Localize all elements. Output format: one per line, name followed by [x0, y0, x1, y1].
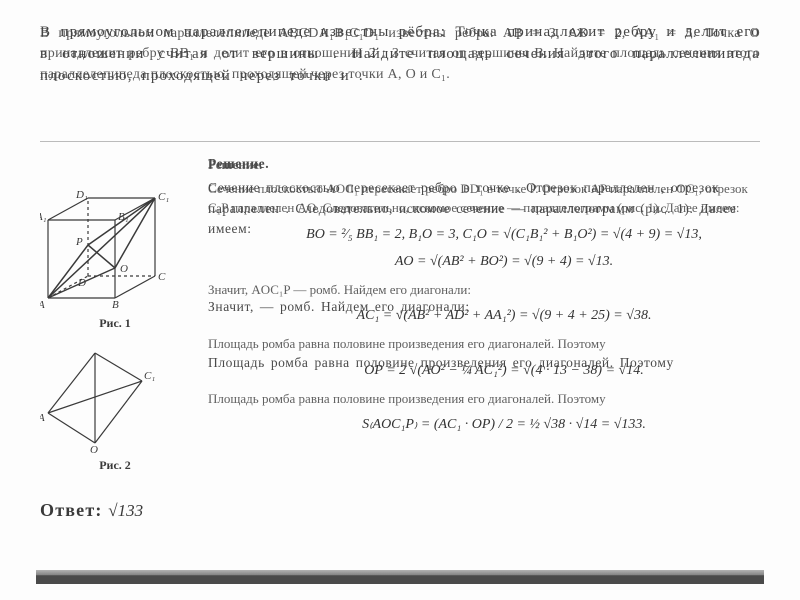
svg-text:P: P [75, 236, 83, 248]
answer-label: Ответ: [40, 500, 103, 520]
formula-4: S₍AOC₁P₎ = (AC₁ · OP) / 2 = ½ √38 · √14 … [248, 414, 760, 435]
figure-2: A O C₁ P [40, 351, 155, 456]
svg-text:P: P [89, 351, 97, 354]
svg-text:O: O [90, 444, 98, 456]
answer-line: Ответ: √133 [40, 500, 143, 521]
svg-text:A: A [40, 412, 45, 424]
solution-p2-front: Значит, — ромб. Найдем его диагонали: [208, 297, 760, 317]
solution-p4: Площадь ромба равна половине произведени… [208, 389, 760, 409]
svg-text:C₁: C₁ [144, 370, 155, 382]
figures-column: A B C D A₁ B₁ C₁ D₁ O P Рис. 1 A O C₁ P Рис. 2 [40, 154, 190, 473]
svg-text:D: D [77, 277, 86, 289]
answer-value: √133 [108, 501, 143, 520]
svg-text:B₁: B₁ [118, 211, 129, 223]
svg-text:C₁: C₁ [158, 191, 169, 203]
footer-bar [36, 570, 764, 584]
solution-title-front: Решение. [208, 154, 760, 174]
svg-text:C: C [158, 271, 166, 283]
problem-statement: В прямоугольном параллелепипеде ABCDA₁B₁… [40, 22, 760, 142]
svg-text:B: B [112, 299, 119, 311]
solution-p1-front: Сечение плоскостью пересекает ребро в то… [208, 178, 760, 239]
figure-2-label: Рис. 2 [40, 458, 190, 473]
svg-text:A: A [40, 299, 45, 311]
solution-p3-front: Площадь ромба равна половине произведени… [208, 353, 760, 373]
problem-front-layer: В прямоугольном параллелепипеде известны… [40, 22, 760, 87]
svg-text:O: O [120, 263, 128, 275]
figure-1: A B C D A₁ B₁ C₁ D₁ O P [40, 190, 170, 314]
solution-text: Решение. Сечение плоскостью AOC₁ пересек… [208, 154, 760, 473]
svg-text:D₁: D₁ [75, 190, 88, 201]
svg-text:A₁: A₁ [40, 211, 47, 223]
figure-1-label: Рис. 1 [40, 316, 190, 331]
